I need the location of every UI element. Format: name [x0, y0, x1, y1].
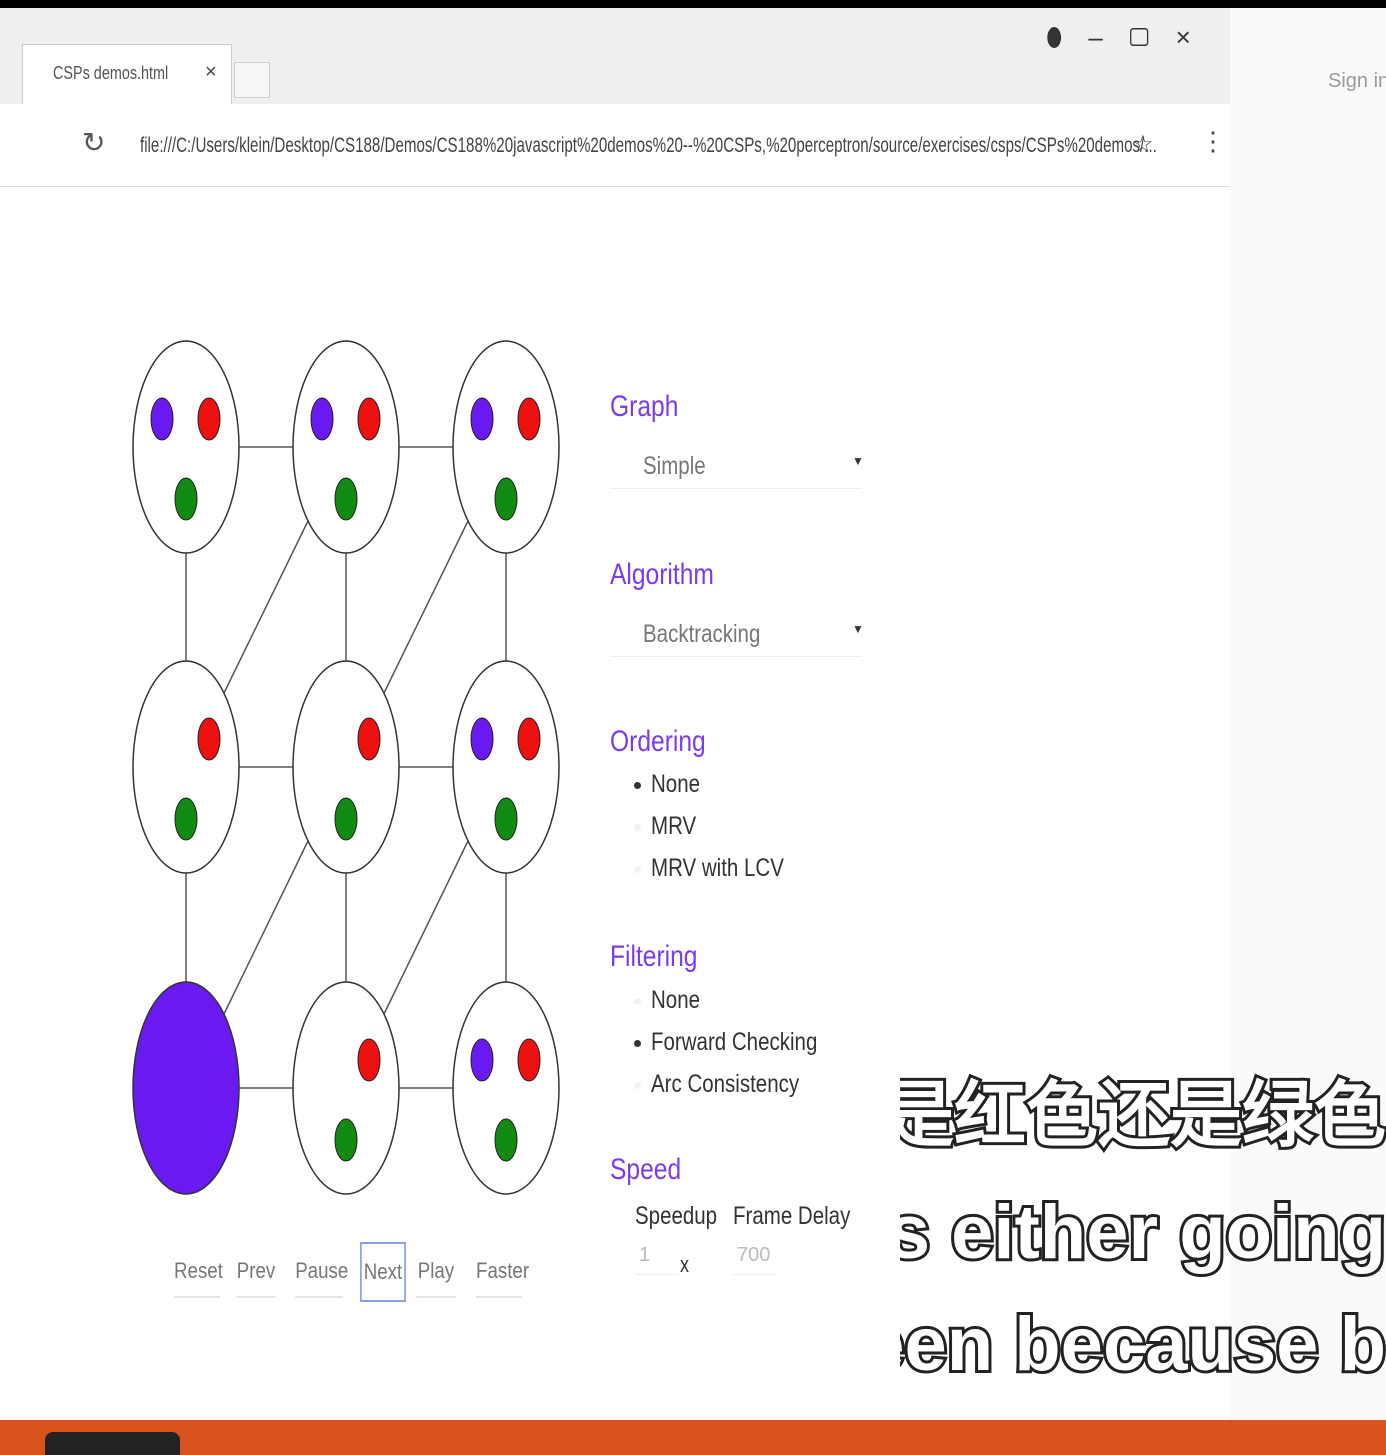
domain-value: [150, 397, 174, 441]
radio-label: MRV: [651, 812, 697, 840]
variable-node: [292, 660, 400, 874]
frame-delay-input[interactable]: 700: [733, 1244, 777, 1275]
button[interactable]: Faster: [476, 1252, 529, 1298]
algorithm-select[interactable]: Backtracking ▼: [610, 616, 864, 657]
domain-value: [310, 397, 334, 441]
variable-node: [452, 340, 560, 554]
variable-node: [452, 660, 560, 874]
radio-label: Forward Checking: [651, 1028, 818, 1056]
side-panel: Sign in: [1230, 8, 1386, 1420]
new-tab[interactable]: [234, 62, 270, 98]
section-label: Speed: [610, 1153, 682, 1186]
domain-value: [174, 797, 198, 841]
taskbar: [0, 1420, 1386, 1455]
variable-node: [292, 981, 400, 1195]
button[interactable]: Reset: [174, 1252, 223, 1298]
section-label: Ordering: [610, 725, 706, 758]
subtitles: 它要么是红色还是绿色 it's either going green becau…: [900, 1073, 1386, 1390]
edge: [383, 840, 469, 1015]
select-value: Simple: [643, 452, 706, 480]
subtitle-line: it's either going: [900, 1190, 1386, 1275]
edge: [383, 520, 469, 694]
sign-in[interactable]: Sign in: [1328, 70, 1386, 92]
radio-button[interactable]: [634, 866, 641, 873]
domain-value: [470, 1038, 494, 1082]
radio-label: None: [651, 770, 701, 798]
domain-value: [494, 477, 518, 521]
domain-value: [357, 717, 381, 761]
domain-value: [334, 1118, 358, 1162]
edge: [223, 840, 309, 1015]
domain-value: [197, 717, 221, 761]
domain-value: [334, 797, 358, 841]
section-label: Algorithm: [610, 558, 714, 591]
graph-select[interactable]: Simple ▼: [610, 448, 864, 489]
variable-node: [132, 660, 240, 874]
domain-value: [494, 1118, 518, 1162]
button[interactable]: Prev: [236, 1252, 276, 1298]
radio-button[interactable]: [634, 782, 641, 789]
variable-node: [132, 340, 240, 554]
speedup-unit: x: [680, 1252, 690, 1277]
speedup-label: Speedup: [635, 1202, 718, 1230]
tab-close[interactable]: ×: [205, 61, 217, 83]
radio-label: MRV with LCV: [651, 854, 784, 882]
radio-button[interactable]: [634, 1082, 641, 1089]
domain-value: [174, 477, 198, 521]
select-arrow: ▼: [852, 622, 864, 636]
button[interactable]: Pause: [295, 1252, 348, 1298]
tab-title: CSPs demos.html: [53, 63, 169, 83]
section-label: Graph: [610, 390, 679, 423]
section-label: Filtering: [610, 940, 698, 973]
tab[interactable]: CSPs demos.html ×: [22, 44, 232, 107]
variable-node: [132, 981, 240, 1195]
domain-value: [517, 1038, 541, 1082]
domain-value: [494, 797, 518, 841]
radio-button[interactable]: [634, 998, 641, 1005]
reload[interactable]: ↻: [82, 127, 106, 158]
subtitle-line: 它要么是红色还是绿色: [900, 1076, 1386, 1156]
frame-delay-label: Frame Delay: [733, 1202, 851, 1230]
domain-value: [197, 397, 221, 441]
speedup-input[interactable]: 1: [635, 1244, 679, 1275]
button[interactable]: Play: [416, 1252, 456, 1298]
variable-node: [452, 981, 560, 1195]
select-arrow: ▼: [852, 454, 864, 468]
url[interactable]: file:///C:/Users/klein/Desktop/CS188/Dem…: [140, 134, 1157, 157]
variable-node: [292, 340, 400, 554]
radio-label: None: [651, 986, 701, 1014]
domain-value: [517, 717, 541, 761]
bookmark[interactable]: ☆: [1132, 131, 1154, 158]
radio-label: Arc Consistency: [651, 1070, 800, 1098]
domain-value: [470, 397, 494, 441]
domain-value: [517, 397, 541, 441]
csp-graph: [132, 340, 560, 1195]
address-bar: ↻ file:///C:/Users/klein/Desktop/CS188/D…: [0, 104, 1230, 187]
domain-value: [357, 397, 381, 441]
button[interactable]: Next: [360, 1242, 406, 1302]
radio-button[interactable]: [634, 824, 641, 831]
radio-button[interactable]: [634, 1040, 641, 1047]
domain-value: [334, 477, 358, 521]
edge: [223, 520, 309, 694]
window-controls[interactable]: ⬮–▢×: [1046, 22, 1217, 52]
overlay-tab: [45, 1432, 180, 1455]
domain-value: [357, 1038, 381, 1082]
subtitle-line: green because b: [900, 1302, 1386, 1387]
select-value: Backtracking: [643, 620, 761, 648]
menu[interactable]: ⋮: [1200, 126, 1226, 156]
domain-value: [470, 717, 494, 761]
